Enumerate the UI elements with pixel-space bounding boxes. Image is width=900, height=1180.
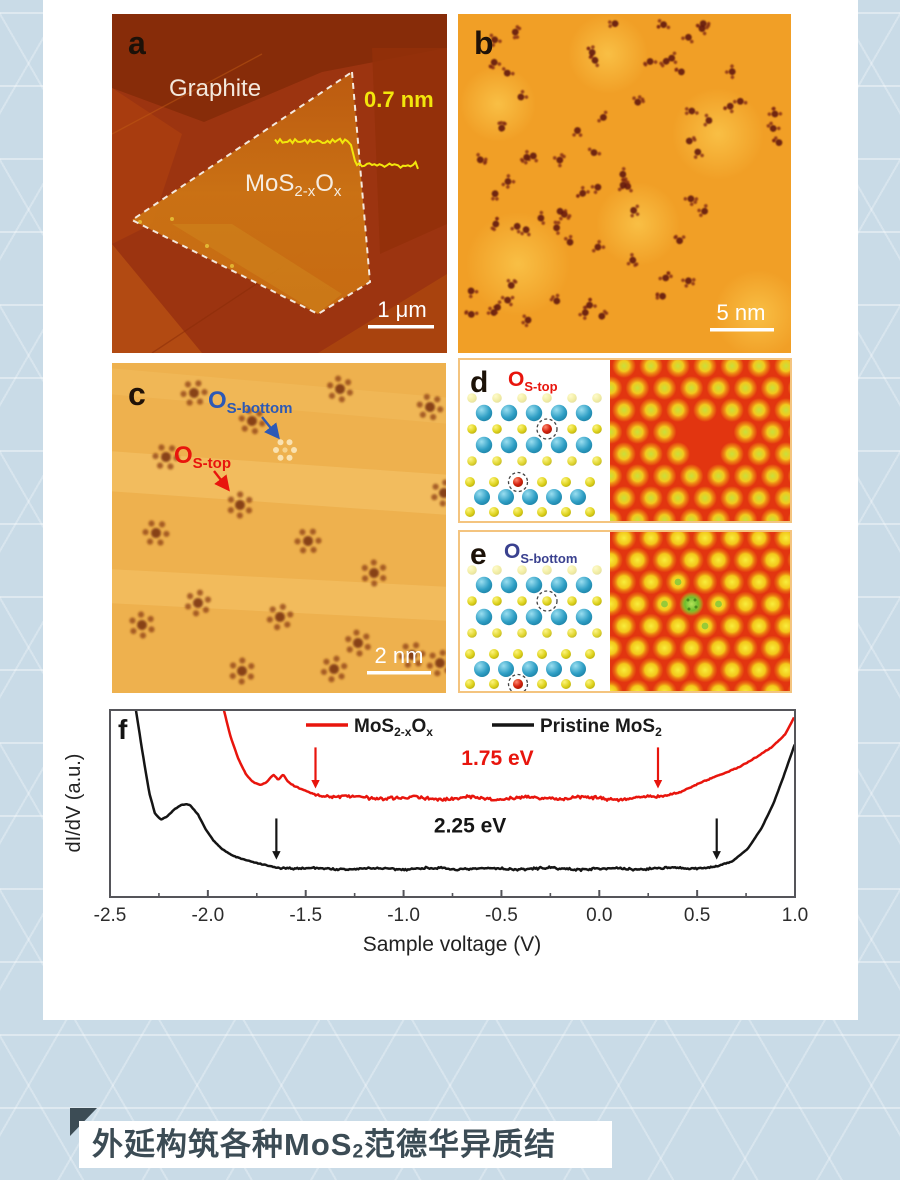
atomic-model (465, 393, 602, 517)
panel-d-ostop-model: d OS-top (458, 358, 792, 523)
legend-label-pristine: Pristine MoS2 (540, 716, 662, 739)
mos2xox-flake-region (132, 72, 370, 314)
band-gap-label: 1.75 eV (461, 747, 533, 770)
panel-a-afm-image: a Graphite 0.7 nm MoS2-xOx 1 μm (112, 14, 447, 353)
os-top-label: OS-top (174, 442, 231, 472)
panel-label-d: d (470, 366, 488, 399)
svg-text:-2.0: -2.0 (191, 905, 224, 926)
x-axis-label: Sample voltage (V) (363, 933, 542, 956)
atomic-model (465, 565, 602, 693)
os-top-arrow (213, 470, 230, 492)
plot-frame (109, 709, 796, 898)
x-axis-ticks: -2.5 -2.0 -1.5 -1.0 -0.5 0.0 0.5 1.0 (94, 890, 808, 926)
spectra-curves (134, 710, 795, 873)
band-edge-arrowhead (712, 851, 721, 860)
defect-spots-layer (464, 19, 783, 328)
svg-text:-0.5: -0.5 (485, 905, 518, 926)
svg-text:1.0: 1.0 (782, 905, 808, 926)
band-edge-arrowhead (653, 780, 663, 789)
ostop-title: OS-top (508, 368, 558, 394)
svg-text:-1.0: -1.0 (387, 905, 420, 926)
band-edge-arrowhead (311, 780, 320, 789)
substrate-label: Graphite (169, 75, 261, 102)
plot-area (110, 710, 795, 897)
panel-border (458, 358, 792, 523)
edge-adsorbate-dots (138, 217, 234, 268)
band-gap-label: 2.25 eV (434, 814, 506, 837)
spectrum-curve (222, 710, 795, 803)
flake-formula-label: MoS2-xOx (245, 170, 342, 200)
panel-label-f: f (118, 714, 128, 745)
scale-bar-label: 2 nm (375, 643, 424, 668)
caption-banner: 外延构筑各种MoS2范德华异质结 (79, 1121, 612, 1168)
y-axis-label: dI/dV (a.u.) (63, 754, 85, 853)
panel-label-c: c (128, 376, 146, 412)
legend-label-mos2xox: MoS2-xOx (354, 716, 433, 739)
height-profile-curve (274, 137, 419, 170)
panel-border (458, 530, 792, 693)
panel-c-stm-image: c OS-bottom OS-top 2 nm (112, 363, 446, 693)
panel-f-didv-plot: 1.75 eV 2.25 eV -2.5 -2.0 -1.5 -1.0 -0.5 0.0 0.… (63, 709, 808, 956)
svg-text:0.5: 0.5 (684, 905, 710, 926)
scale-bar-label: 5 nm (717, 300, 766, 325)
panel-label-b: b (474, 25, 494, 61)
panel-b-stm-image: b 5 nm (458, 14, 791, 353)
panel-label-e: e (470, 538, 487, 571)
graphite-terraces (112, 14, 447, 353)
panel-label-a: a (128, 25, 146, 61)
band-edge-arrowhead (272, 851, 281, 860)
spectrum-curve (134, 710, 795, 873)
band-edge-annotations: 1.75 eV 2.25 eV (272, 747, 721, 860)
scale-bar (710, 328, 774, 332)
figure-caption: 外延构筑各种MoS2范德华异质结 (92, 1127, 557, 1163)
svg-text:0.0: 0.0 (586, 905, 612, 926)
step-height-label: 0.7 nm (364, 87, 434, 112)
scale-bar-label: 1 μm (377, 297, 426, 322)
osbottom-title: OS-bottom (504, 540, 577, 566)
panel-e-osbottom-model: e OS-bottom (458, 530, 792, 693)
bright-ring-defect (273, 439, 297, 461)
os-bottom-label: OS-bottom (208, 387, 293, 417)
svg-text:-1.5: -1.5 (289, 905, 322, 926)
simulated-stm-lattice (610, 532, 790, 691)
surface-bands (112, 366, 446, 623)
star-defects-layer (129, 375, 446, 685)
os-bottom-arrow (261, 416, 280, 440)
scale-bar (368, 325, 434, 329)
scale-bar (367, 671, 431, 675)
flake-bright-terrace (172, 224, 342, 313)
simulated-stm-lattice (610, 360, 790, 521)
svg-text:-2.5: -2.5 (94, 905, 127, 926)
